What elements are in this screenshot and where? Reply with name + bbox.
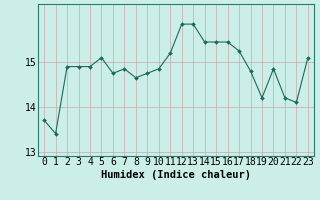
X-axis label: Humidex (Indice chaleur): Humidex (Indice chaleur) — [101, 170, 251, 180]
